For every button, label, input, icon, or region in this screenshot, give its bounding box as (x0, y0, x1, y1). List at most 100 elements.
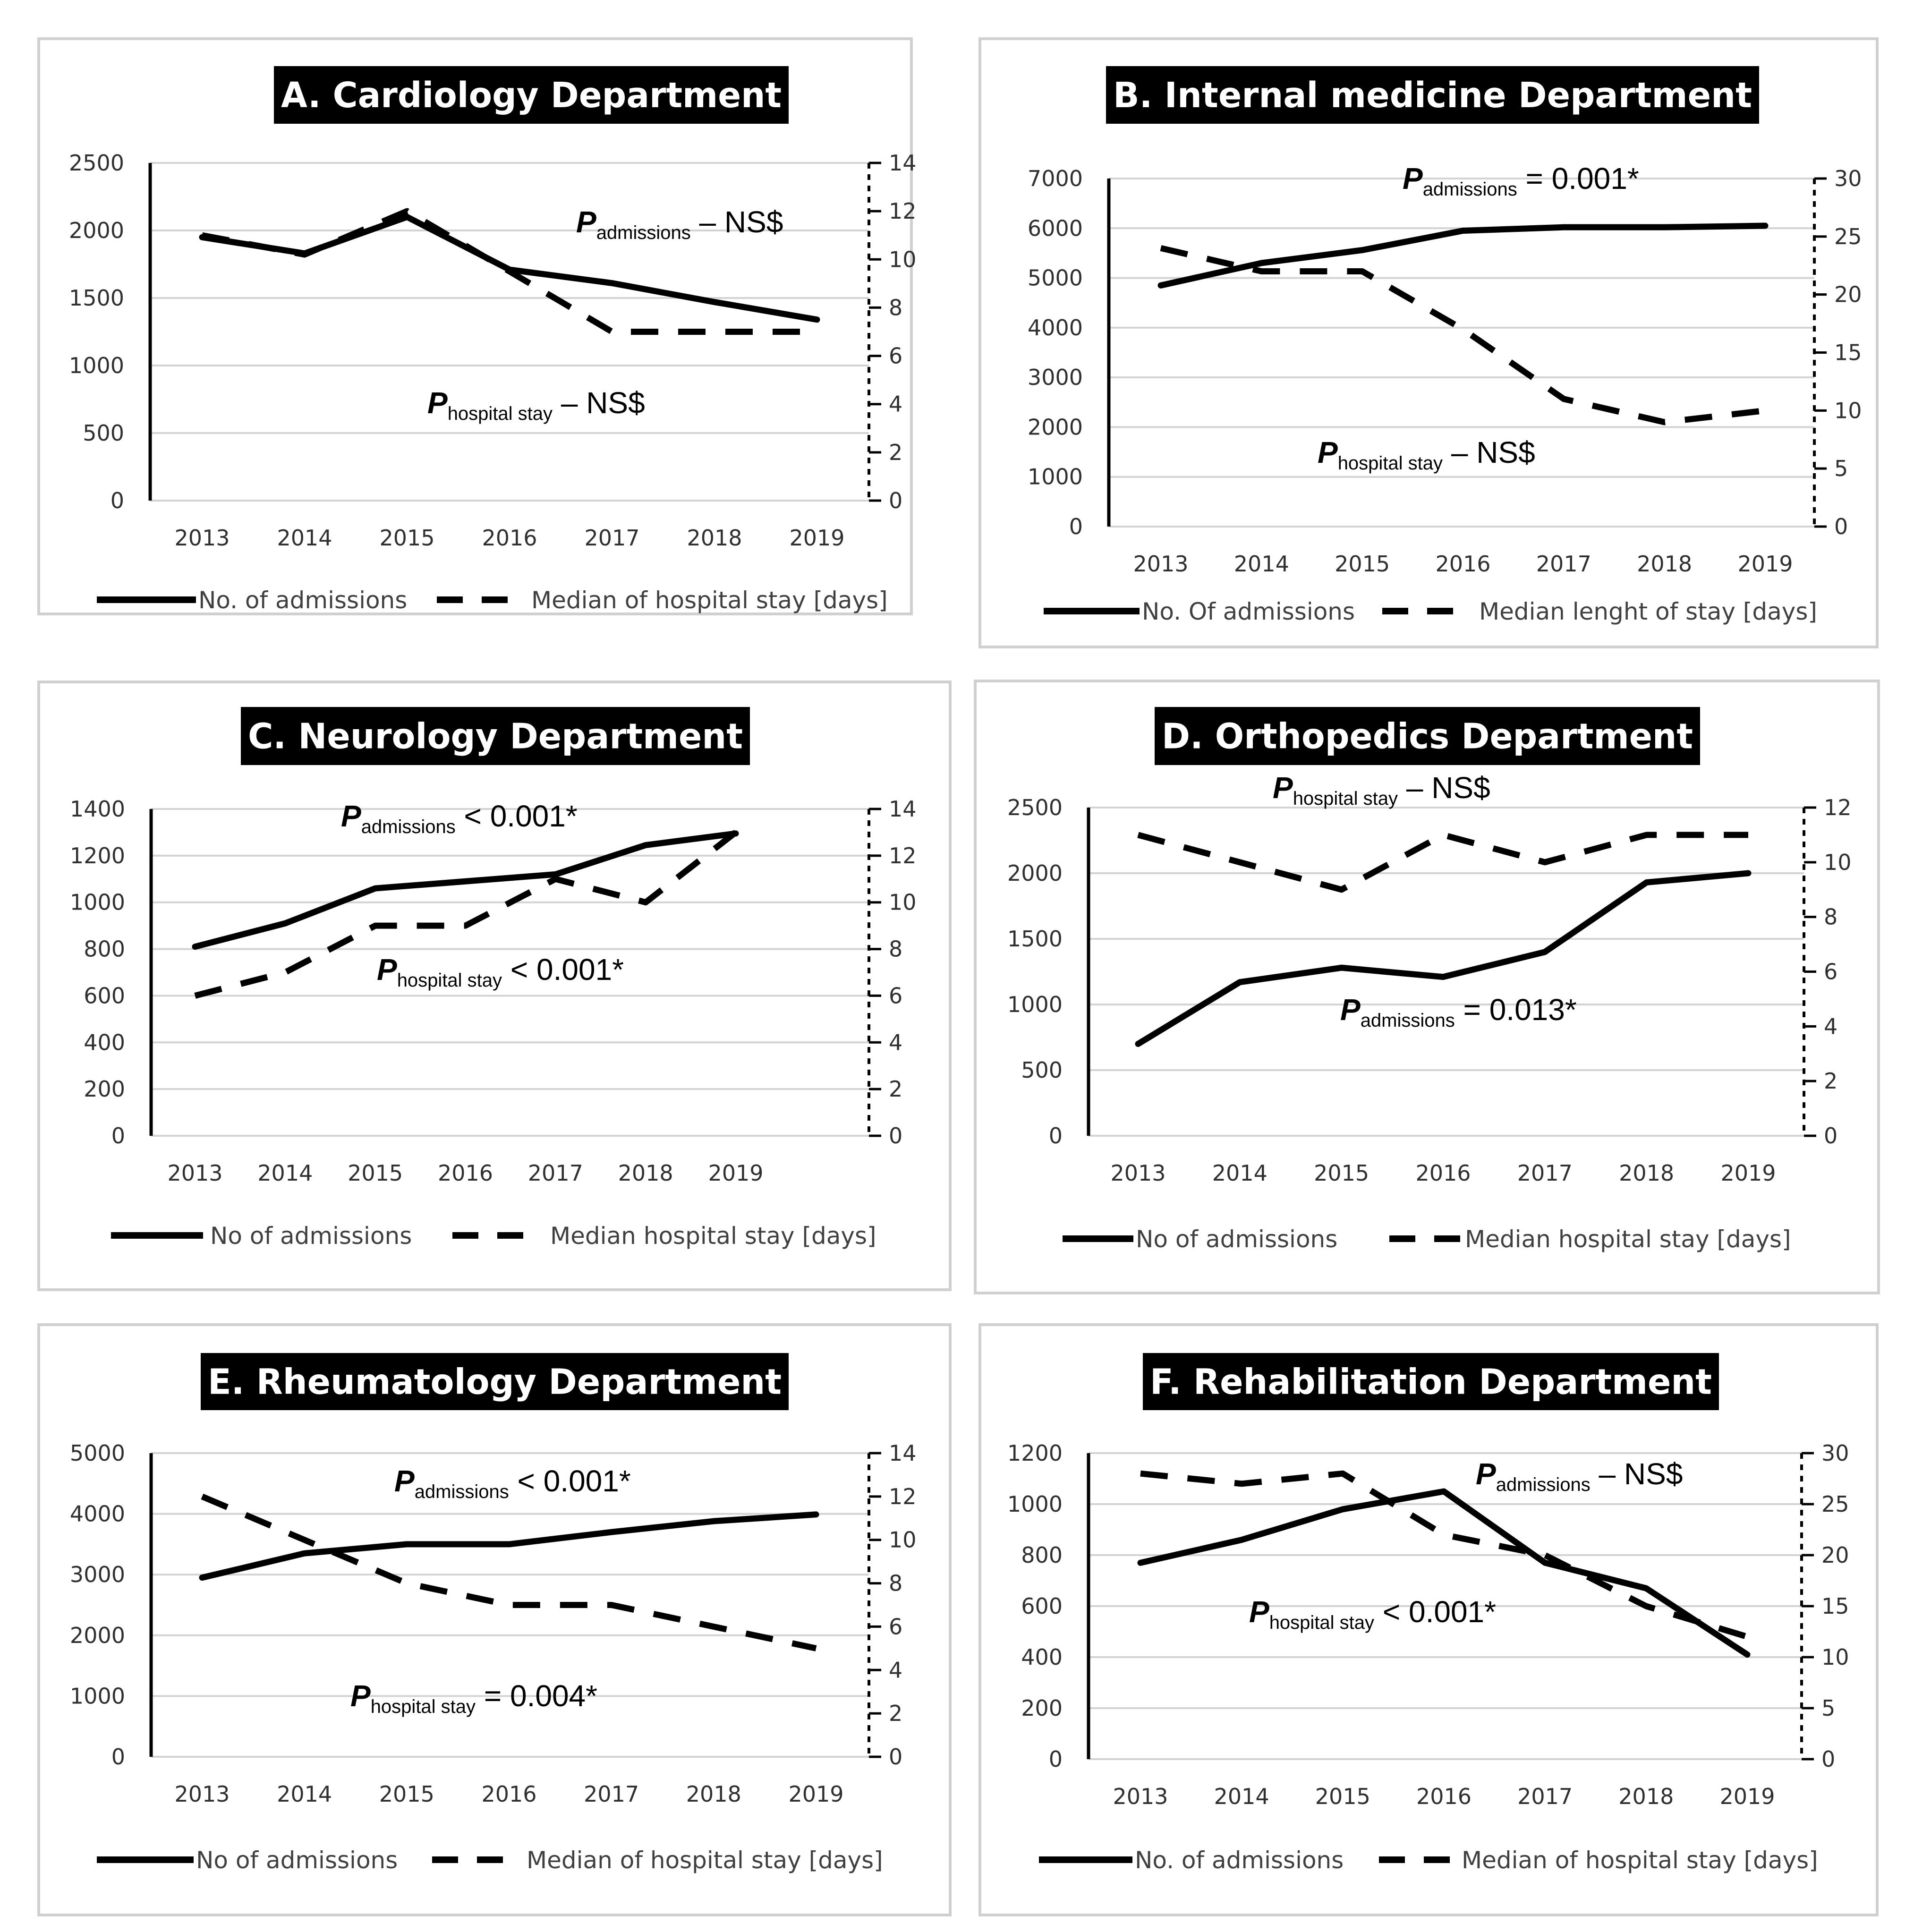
x-tick-label: 2016 (1416, 1784, 1472, 1809)
p-value-annotation: Padmissions – NS$ (576, 205, 783, 243)
x-tick-label: 2013 (174, 525, 230, 551)
panel-frame (978, 1323, 1879, 1916)
panel-frame (37, 681, 952, 1291)
x-tick-label: 2014 (1234, 551, 1289, 577)
x-tick-label: 2018 (1637, 551, 1692, 577)
x-tick-label: 2015 (379, 525, 434, 551)
y-left-tick-label: 1000 (70, 890, 125, 915)
p-value-annotation: Phospital stay < 0.001* (1249, 1595, 1496, 1633)
legend: No. of admissions Median of hospital stay… (97, 587, 888, 614)
x-tick-label: 2014 (1214, 1784, 1269, 1809)
panel-a: A. Cardiology Department 0 500 1000 1500 2000… (37, 37, 917, 615)
y-right-tick-label: 0 (1834, 514, 1848, 539)
legend: No of admissions Median of hospital stay … (97, 1847, 883, 1874)
p-value-annotation: Padmissions = 0.001* (1403, 162, 1639, 200)
y-left-tick-label: 0 (111, 1744, 125, 1770)
x-tick-label: 2019 (1719, 1784, 1775, 1809)
series-admissions-line (1135, 870, 1752, 1047)
y-right-tick-label: 10 (1821, 1644, 1849, 1670)
x-tick-label: 2013 (1110, 1160, 1165, 1186)
y-right-tick-label: 0 (889, 488, 902, 513)
p-value-annotation: Padmissions = 0.013* (1340, 993, 1577, 1031)
legend-label-hospital-stay: Median of hospital stay [days] (531, 587, 888, 614)
legend-label-hospital-stay: Median lenght of stay [days] (1479, 598, 1817, 625)
x-tick-label: 2013 (167, 1160, 222, 1186)
title-box (1106, 66, 1759, 124)
p-value-annotation: Padmissions – NS$ (1476, 1457, 1683, 1495)
y-left-tick-label: 2500 (69, 150, 124, 176)
legend: No of admissions Median hospital stay [da… (1063, 1226, 1791, 1253)
x-tick-label: 2015 (379, 1781, 434, 1807)
series-admissions-line (1157, 222, 1769, 289)
chart-title: B. Internal medicine Department (1113, 75, 1752, 116)
y-right-tick-label: 8 (1824, 904, 1837, 930)
series-admissions-line (192, 830, 739, 950)
title-box (241, 707, 750, 765)
y-left-tick-label: 600 (1021, 1593, 1063, 1619)
x-tick-label: 2016 (1415, 1160, 1471, 1186)
y-left-tick-label: 3000 (70, 1562, 125, 1587)
y-left-tick-label: 1500 (1007, 926, 1063, 952)
y-right-tick-label: 6 (1824, 959, 1837, 985)
x-tick-label: 2019 (789, 525, 844, 551)
series-hospital-stay-line (201, 208, 817, 335)
y-left-tick-label: 4000 (70, 1501, 125, 1527)
panel-frame (37, 1323, 952, 1916)
x-tick-label: 2016 (438, 1160, 493, 1186)
y-left-tick-label: 1000 (70, 1683, 125, 1709)
x-tick-label: 2019 (1720, 1160, 1776, 1186)
y-right-tick-label: 30 (1821, 1440, 1849, 1466)
y-left-tick-label: 4000 (1028, 315, 1083, 340)
y-left-tick-label: 5000 (70, 1440, 125, 1466)
y-left-tick-label: 7000 (1028, 166, 1083, 191)
series-hospital-stay-line (1160, 245, 1766, 426)
x-tick-label: 2017 (1517, 1160, 1573, 1186)
y-right-tick-label: 25 (1821, 1491, 1849, 1517)
x-tick-label: 2017 (1536, 551, 1591, 577)
x-tick-label: 2018 (618, 1160, 673, 1186)
y-left-tick-label: 500 (1021, 1057, 1063, 1083)
panel-frame (974, 680, 1880, 1294)
p-value-annotation: Phospital stay – NS$ (1273, 771, 1490, 809)
legend-label-admissions: No. Of admissions (1142, 598, 1355, 625)
x-tick-label: 2017 (584, 1781, 639, 1807)
p-value-annotation: Padmissions < 0.001* (341, 799, 578, 837)
x-tick-label: 2017 (528, 1160, 583, 1186)
y-left-tick-label: 600 (84, 983, 125, 1008)
y-right-tick-label: 30 (1834, 166, 1862, 191)
panel-f: F. Rehabilitation Department020040060080… (978, 1323, 1879, 1916)
series-admissions-line (1137, 1488, 1751, 1658)
y-right-tick-label: 4 (889, 392, 902, 417)
chart-title: D. Orthopedics Department (1162, 716, 1693, 757)
x-tick-label: 2017 (1517, 1784, 1573, 1809)
legend-label-admissions: No. of admissions (1135, 1847, 1344, 1874)
title-box (201, 1353, 789, 1410)
title-box (274, 66, 789, 124)
panel-c: C. Neurology Department 0 200 400 600 800 1000… (37, 681, 952, 1291)
y-right-tick-label: 10 (889, 890, 917, 915)
y-left-tick-label: 0 (1049, 1123, 1063, 1149)
y-left-tick-label: 0 (1069, 514, 1083, 539)
y-left-tick-label: 1200 (70, 843, 125, 868)
x-tick-label: 2013 (1133, 551, 1188, 577)
title-box (1143, 1353, 1719, 1410)
y-left-tick-label: 0 (111, 1123, 125, 1149)
y-right-tick-label: 0 (889, 1123, 902, 1149)
y-right-tick-label: 4 (889, 1030, 902, 1055)
y-left-tick-label: 1200 (1007, 1440, 1063, 1466)
series-admissions-line (199, 1511, 819, 1581)
panel-frame (978, 37, 1879, 648)
y-right-tick-label: 14 (889, 150, 917, 176)
series-hospital-stay-line (1137, 832, 1748, 893)
chart-title: C. Neurology Department (248, 716, 743, 757)
p-value-annotation: Phospital stay < 0.001* (377, 953, 624, 991)
panel-d: D. Orthopedics Department 0 500 1000 1500 200… (974, 680, 1880, 1294)
y-right-tick-label: 12 (889, 843, 917, 868)
y-right-tick-label: 15 (1834, 340, 1862, 366)
y-left-tick-label: 400 (84, 1030, 125, 1055)
y-left-tick-label: 5000 (1028, 265, 1083, 291)
y-right-tick-label: 5 (1834, 456, 1848, 481)
p-value-annotation: Phospital stay – NS$ (427, 386, 645, 424)
series-hospital-stay-line (194, 830, 738, 999)
